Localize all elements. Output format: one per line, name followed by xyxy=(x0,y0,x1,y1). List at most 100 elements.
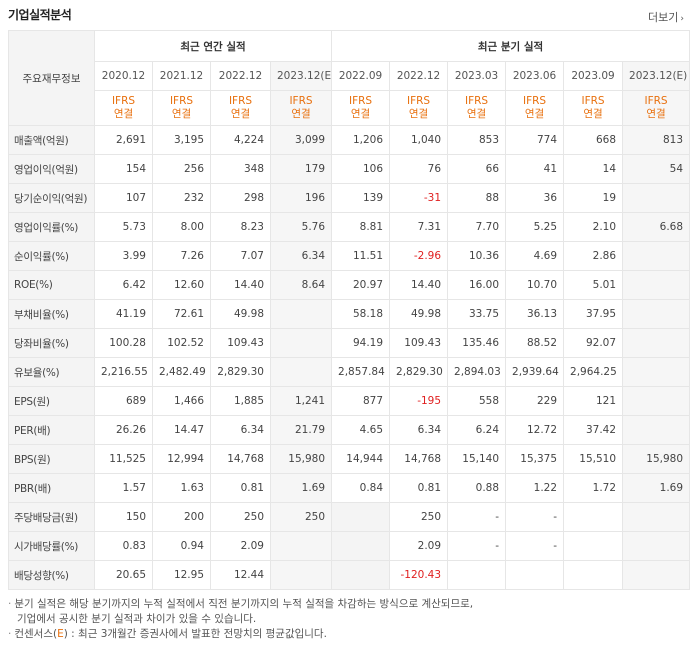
table-cell xyxy=(563,531,624,561)
table-cell xyxy=(622,183,691,213)
ifrs-bottom: 연결 xyxy=(583,108,603,120)
table-row: 당좌비율(%) 100.28 102.52 109.43 94.19 109.43 135.… xyxy=(8,328,691,358)
table-cell: 72.61 xyxy=(152,299,211,329)
bullet-icon: · xyxy=(8,598,12,610)
table-cell: 135.46 xyxy=(447,328,507,358)
table-cell xyxy=(622,502,691,532)
quarter-group-header: 최근 분기 실적 xyxy=(331,30,691,62)
table-cell: 877 xyxy=(331,386,391,416)
table-cell: 10.36 xyxy=(447,241,507,271)
table-row: 주당배당금(원) 150 200 250 250 250- - xyxy=(8,502,691,532)
table-cell: 49.98 xyxy=(210,299,271,329)
row-label: 당좌비율(%) xyxy=(8,328,95,358)
table-cell: 10.70 xyxy=(505,270,565,300)
table-row: 영업이익률(%) 5.73 8.00 8.23 5.76 8.81 7.31 7.70 5.25… xyxy=(8,212,691,242)
table-cell: 88 xyxy=(447,183,507,213)
table-cell xyxy=(447,560,507,590)
table-cell: - xyxy=(447,531,507,561)
table-cell: 1,466 xyxy=(152,386,211,416)
ifrs-bottom: 연결 xyxy=(646,108,666,120)
table-cell: 1.57 xyxy=(94,473,153,503)
table-cell: 20.97 xyxy=(331,270,391,300)
table-cell: 853 xyxy=(447,125,507,155)
ifrs-top: IFRS xyxy=(169,95,194,107)
table-cell: 558 xyxy=(447,386,507,416)
row-label: 시가배당률(%) xyxy=(8,531,95,561)
table-cell: 2,894.03 xyxy=(447,357,507,387)
more-link[interactable]: 더보기 › xyxy=(648,9,684,25)
table-cell: 1,885 xyxy=(210,386,271,416)
table-cell xyxy=(331,560,391,590)
table-cell: 8.64 xyxy=(269,270,333,300)
table-cell: 37.95 xyxy=(563,299,624,329)
table-row: 당기순이익(억원) 107 232 298 196 139 -31 88 36 19 xyxy=(8,183,691,213)
table-cell: -120.43 xyxy=(389,560,449,590)
table-cell: 250 xyxy=(269,502,333,532)
table-cell xyxy=(622,357,691,387)
table-cell: 15,375 xyxy=(505,444,565,474)
table-cell xyxy=(622,386,691,416)
table-cell: 8.00 xyxy=(152,212,211,242)
table-cell: 689 xyxy=(94,386,153,416)
ifrs-bottom: 연결 xyxy=(350,108,371,120)
table-cell: - xyxy=(447,502,507,532)
row-label: BPS(원) xyxy=(8,444,95,474)
period-header: 2022.09 xyxy=(331,61,391,91)
table-cell: 107 xyxy=(94,183,153,213)
table-cell: 12.95 xyxy=(152,560,211,590)
table-cell: 14 xyxy=(563,154,624,184)
table-row: 순이익률(%) 3.99 7.26 7.07 6.34 11.51 -2.96 10.36 4.… xyxy=(8,241,691,271)
table-cell: 229 xyxy=(505,386,565,416)
table-cell: 109.43 xyxy=(210,328,271,358)
ifrs-label: IFRS 연결 xyxy=(210,90,271,126)
table-cell: 14.47 xyxy=(152,415,211,445)
period-header: 2023.09 xyxy=(563,61,624,91)
table-cell: 49.98 xyxy=(389,299,449,329)
ifrs-top: IFRS xyxy=(406,95,431,107)
table-cell: 14,768 xyxy=(210,444,271,474)
row-label: 매출액(억원) xyxy=(8,125,95,155)
table-row: 영업이익(억원) 154 256 348 179 106 76 66 41 14 54 xyxy=(8,154,691,184)
row-label: EPS(원) xyxy=(8,386,95,416)
note-line-2: 기업에서 공시한 분기 실적과 차이가 있을 수 있습니다. xyxy=(17,613,257,625)
table-cell: 26.26 xyxy=(94,415,153,445)
table-cell: 3,195 xyxy=(152,125,211,155)
period-header: 2021.12 xyxy=(152,61,211,91)
table-cell xyxy=(269,328,333,358)
table-cell: 139 xyxy=(331,183,391,213)
table-cell: 774 xyxy=(505,125,565,155)
note-line-3a: 컨센서스( xyxy=(14,628,58,640)
period-header: 2023.03 xyxy=(447,61,507,91)
table-cell: 15,140 xyxy=(447,444,507,474)
ifrs-bottom: 연결 xyxy=(524,108,545,120)
table-cell: 58.18 xyxy=(331,299,391,329)
bullet-icon: · xyxy=(8,628,12,640)
table-cell: 6.34 xyxy=(210,415,271,445)
table-cell: 1.72 xyxy=(563,473,624,503)
table-cell: 14,944 xyxy=(331,444,391,474)
row-label: ROE(%) xyxy=(8,270,95,300)
table-cell: 6.34 xyxy=(269,241,333,271)
note-line-3b: ) : 최근 3개월간 증권사에서 발표한 전망치의 평균값입니다. xyxy=(63,628,327,640)
period-header: 2022.12 xyxy=(210,61,271,91)
table-cell: -2.96 xyxy=(389,241,449,271)
table-row: EPS(원) 689 1,466 1,885 1,241 877 -195 558 229 121 xyxy=(8,386,691,416)
table-cell: 348 xyxy=(210,154,271,184)
ifrs-label: IFRS 연결 xyxy=(447,90,507,126)
table-cell: 121 xyxy=(563,386,624,416)
table-cell: 3.99 xyxy=(94,241,153,271)
table-cell: 813 xyxy=(622,125,691,155)
table-cell: -31 xyxy=(389,183,449,213)
table-cell: 36.13 xyxy=(505,299,565,329)
row-label: PER(배) xyxy=(8,415,95,445)
table-cell: 256 xyxy=(152,154,211,184)
table-cell: 102.52 xyxy=(152,328,211,358)
row-label: 배당성향(%) xyxy=(8,560,95,590)
table-cell xyxy=(269,531,333,561)
annual-group-header: 최근 연간 실적 xyxy=(93,30,333,62)
more-label: 더보기 xyxy=(648,11,679,24)
row-label: 영업이익(억원) xyxy=(8,154,95,184)
table-cell: 109.43 xyxy=(389,328,449,358)
ifrs-label: IFRS 연결 xyxy=(622,90,691,126)
table-cell: 2,482.49 xyxy=(152,357,211,387)
